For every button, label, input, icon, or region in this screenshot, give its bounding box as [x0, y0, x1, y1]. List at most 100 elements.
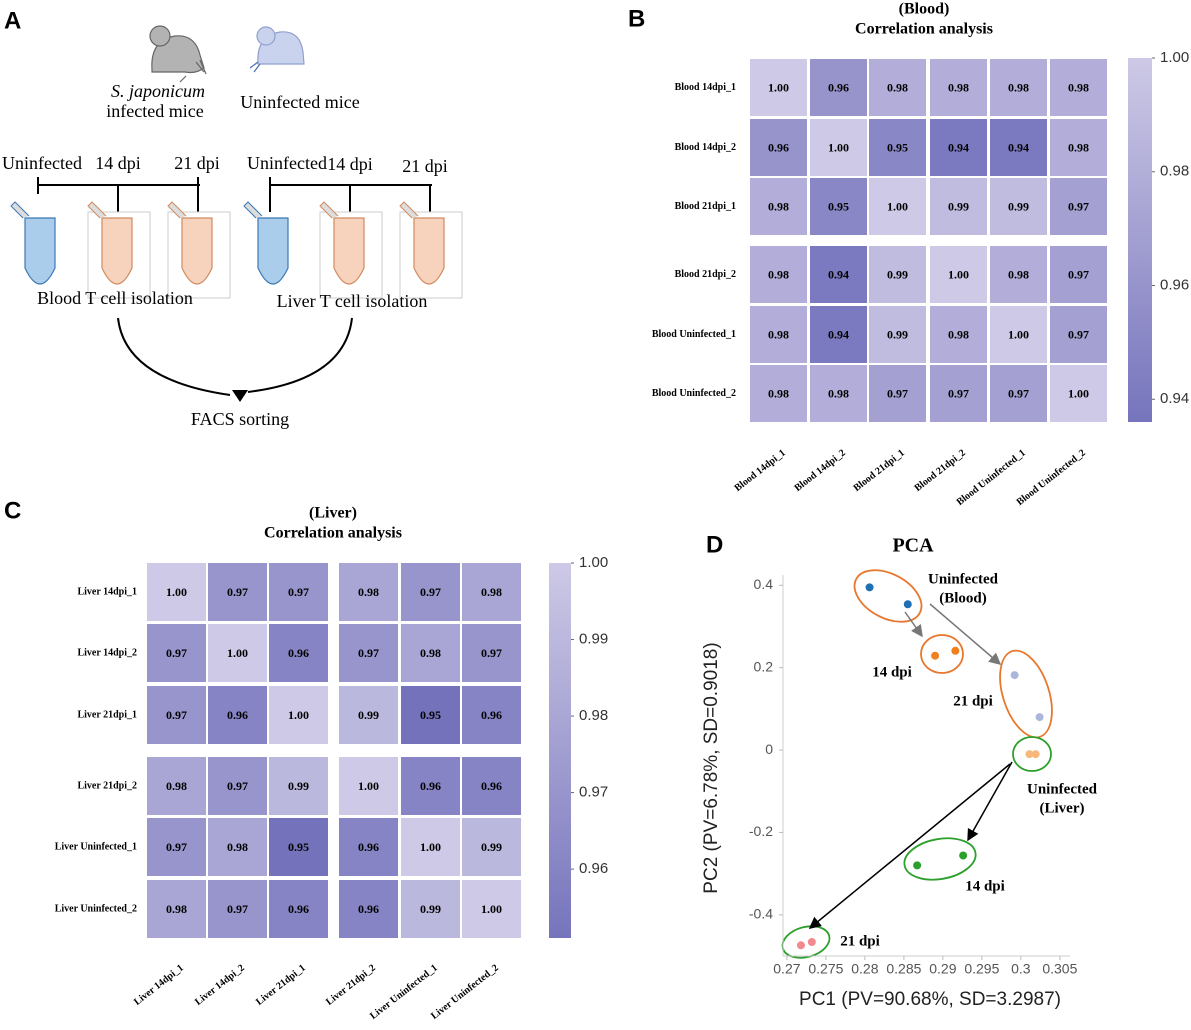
group-label: Uninfected — [928, 571, 999, 587]
cell-label: 0.98 — [1068, 80, 1089, 94]
chart-title: PCA — [892, 535, 934, 557]
cell — [750, 119, 807, 176]
cell-label: 0.99 — [481, 840, 502, 854]
y-tick-label: 0 — [765, 741, 773, 757]
column-label: Blood 21dpi_2 — [913, 448, 968, 494]
row-label: Blood Uninfected_2 — [652, 388, 736, 399]
cell-label: 0.98 — [768, 386, 789, 400]
row-label: Blood Uninfected_1 — [652, 329, 736, 340]
colorbar-tick-label: 0.96 — [1160, 276, 1189, 293]
x-tick-label: 0.28 — [851, 961, 878, 977]
point — [1025, 750, 1034, 759]
tube — [333, 217, 365, 285]
row-label: Liver Uninfected_1 — [55, 841, 137, 852]
cell-label: 0.98 — [166, 779, 187, 793]
x-tick-label: 0.275 — [808, 961, 843, 977]
group-label: 21 dpi — [953, 693, 993, 709]
cell — [1050, 178, 1107, 235]
cell-label: 0.98 — [358, 585, 379, 599]
cell — [1050, 306, 1107, 363]
colorbar-tick-label: 0.94 — [1160, 390, 1189, 407]
tubes — [10, 201, 463, 299]
cell-label: 0.95 — [887, 140, 908, 154]
cell-label: 0.94 — [948, 140, 969, 154]
cell — [147, 624, 206, 682]
cell-label: 1.00 — [1068, 386, 1089, 400]
x-tick-label: 0.295 — [964, 961, 999, 977]
mouse-label: S. japonicum — [111, 81, 205, 101]
cell-label: 0.97 — [948, 386, 969, 400]
cell — [269, 686, 328, 744]
cell-label: 0.97 — [1068, 267, 1089, 281]
cell-label: 1.00 — [288, 708, 309, 722]
group-outlines — [781, 569, 1053, 959]
point — [796, 941, 805, 950]
cell-label: 0.98 — [768, 327, 789, 341]
cell — [462, 624, 521, 682]
column-label: Liver 21dpi_1 — [254, 963, 308, 1008]
cell-label: 0.99 — [1008, 199, 1029, 213]
x-tick-label: 0.285 — [886, 961, 921, 977]
cell — [208, 880, 267, 938]
tube-cap — [243, 201, 263, 219]
point — [1035, 713, 1044, 722]
tube — [413, 217, 445, 285]
cell — [208, 818, 267, 876]
group-label: (Liver) — [1040, 800, 1085, 816]
x-tick-label: 0.27 — [773, 961, 800, 977]
row-label: Blood 14dpi_1 — [675, 82, 736, 93]
cell-label: 0.97 — [481, 646, 502, 660]
timepoint: 14 dpi — [95, 153, 141, 173]
cell — [930, 59, 987, 116]
timepoint: 14 dpi — [327, 154, 373, 174]
colorbar-tick-label: 0.98 — [579, 707, 608, 724]
x-tick-label: 0.305 — [1042, 961, 1077, 977]
chart-title: (Blood) — [899, 1, 950, 18]
mouse-label: infected mice — [106, 101, 203, 121]
cell — [990, 59, 1047, 116]
cell-label: 0.98 — [948, 327, 969, 341]
cell — [462, 686, 521, 744]
cell-label: 0.95 — [288, 840, 309, 854]
cell — [147, 818, 206, 876]
tube — [101, 217, 133, 285]
cell — [269, 757, 328, 815]
cell-label: 0.98 — [227, 840, 248, 854]
tube-cap — [10, 201, 30, 219]
cell-label: 1.00 — [768, 80, 789, 94]
cell — [339, 818, 398, 876]
timepoint: 21 dpi — [402, 156, 448, 176]
cell — [930, 246, 987, 303]
cell-label: 1.00 — [887, 199, 908, 213]
cell — [990, 365, 1047, 422]
cell-label: 0.99 — [358, 708, 379, 722]
cell — [401, 818, 460, 876]
cell — [930, 365, 987, 422]
cell-label: 0.97 — [166, 708, 187, 722]
tube-cap — [87, 201, 107, 219]
cell-label: 0.96 — [288, 902, 309, 916]
panel-label: D — [706, 531, 723, 558]
cell-label: 1.00 — [948, 267, 969, 281]
cell — [147, 563, 206, 621]
timeline — [37, 177, 432, 212]
x-axis-label: PC1 (PV=90.68%, SD=3.2987) — [799, 989, 1061, 1010]
cell — [869, 306, 926, 363]
cell — [269, 880, 328, 938]
arrowhead — [232, 390, 248, 402]
point — [913, 861, 922, 870]
cell-label: 0.96 — [227, 708, 248, 722]
cell — [750, 306, 807, 363]
cell-label: 0.96 — [481, 708, 502, 722]
uninfected-mouse — [249, 26, 305, 73]
cell — [750, 246, 807, 303]
cell — [462, 757, 521, 815]
cell — [339, 757, 398, 815]
cell — [401, 757, 460, 815]
cell-label: 0.98 — [948, 80, 969, 94]
point — [807, 937, 816, 946]
row-label: Liver Uninfected_2 — [55, 903, 137, 914]
cell-label: 0.98 — [481, 585, 502, 599]
tube-cap — [319, 201, 339, 219]
caption: Liver T cell isolation — [277, 291, 428, 311]
